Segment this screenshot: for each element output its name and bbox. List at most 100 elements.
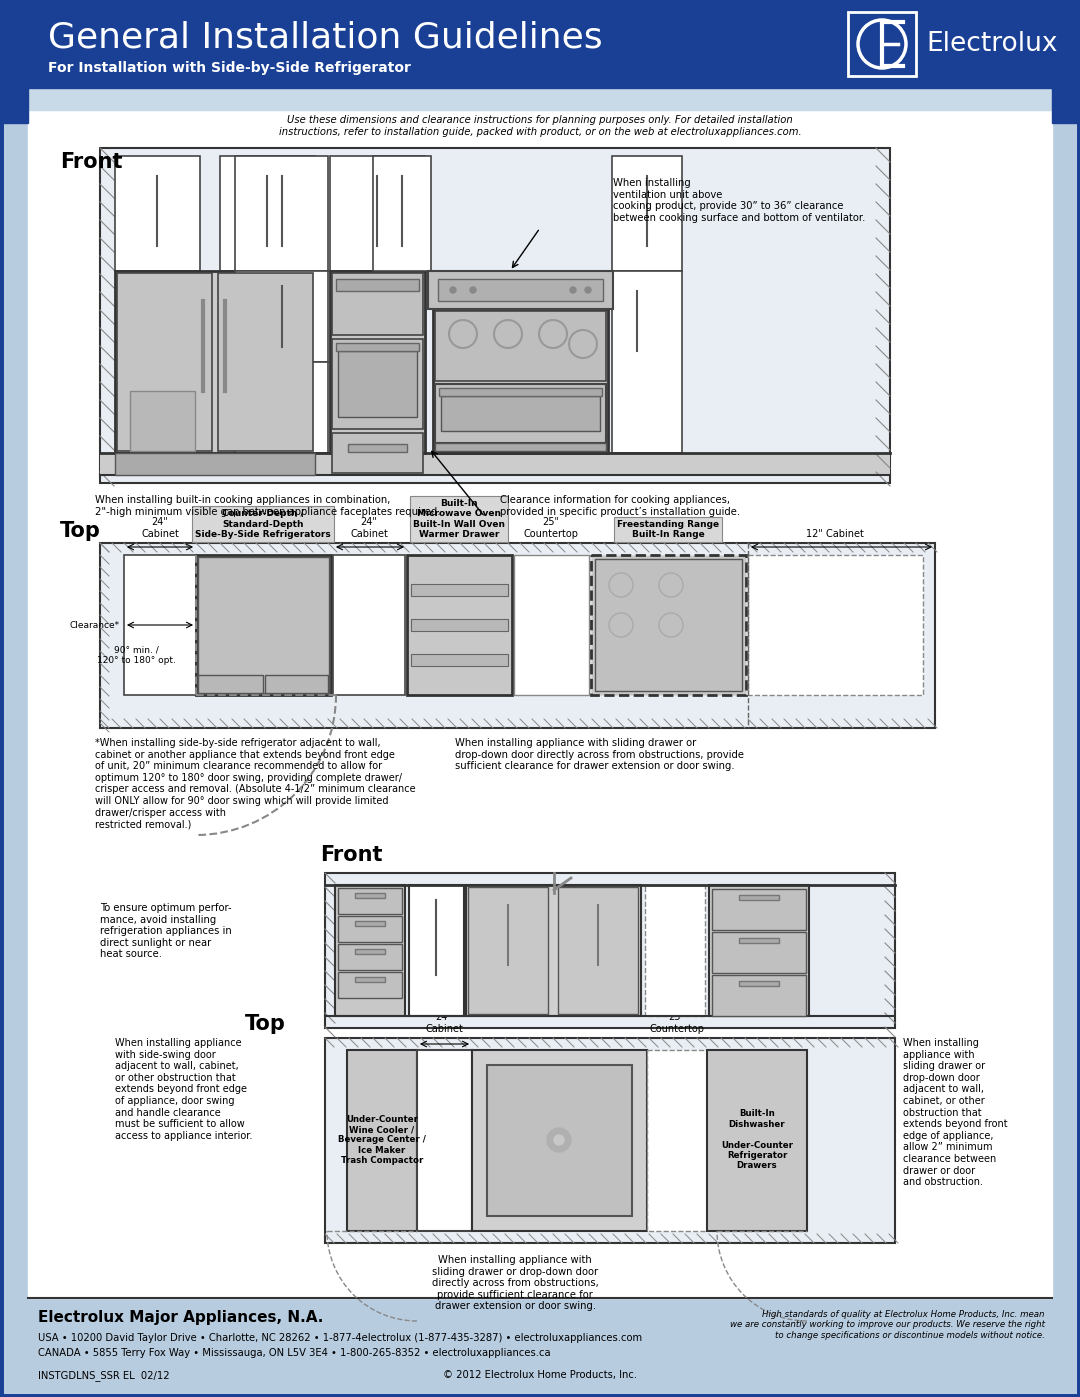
Circle shape — [570, 286, 576, 293]
Text: Clearance*: Clearance* — [70, 620, 120, 630]
Text: When installing appliance with sliding drawer or
drop-down door directly across : When installing appliance with sliding d… — [455, 738, 744, 771]
Bar — [100, 453, 890, 475]
Bar — [355, 949, 384, 954]
Bar — [333, 555, 405, 694]
Bar — [1052, 88, 1080, 123]
Bar — [472, 1051, 647, 1231]
Bar — [332, 433, 423, 474]
Bar — [235, 362, 328, 453]
Circle shape — [450, 286, 456, 293]
Bar — [114, 271, 315, 453]
Text: *When installing side-by-side refrigerator adjacent to wall,
cabinet or another : *When installing side-by-side refrigerat… — [95, 738, 416, 830]
Bar — [114, 453, 315, 475]
Bar — [114, 156, 200, 271]
Bar — [28, 88, 1052, 1298]
Bar — [417, 1051, 472, 1231]
Bar — [338, 888, 402, 914]
Bar — [435, 312, 606, 381]
Bar — [332, 339, 423, 429]
Bar — [338, 916, 402, 942]
Text: To ensure optimum perfor-
mance, avoid installing
refrigeration appliances in
di: To ensure optimum perfor- mance, avoid i… — [100, 902, 232, 960]
Bar — [748, 555, 923, 694]
Bar — [347, 1051, 417, 1231]
Text: Freestanding Range
Built-In Range: Freestanding Range Built-In Range — [617, 520, 719, 539]
Bar — [468, 887, 548, 1014]
Bar — [325, 873, 895, 1028]
Bar — [647, 1051, 707, 1231]
Text: When installing appliance with
sliding drawer or drop-down door
directly across : When installing appliance with sliding d… — [432, 1255, 598, 1312]
Bar — [487, 1065, 632, 1215]
Bar — [330, 271, 426, 453]
Bar — [348, 444, 407, 453]
Bar — [433, 309, 608, 453]
Text: Electrolux: Electrolux — [926, 31, 1057, 57]
Bar — [218, 272, 313, 451]
Text: Use these dimensions and clearance instructions for planning purposes only. For : Use these dimensions and clearance instr… — [279, 115, 801, 137]
Text: When installing
appliance with
sliding drawer or
drop-down door
adjacent to wall: When installing appliance with sliding d… — [903, 1038, 1008, 1187]
Text: INSTGDLNS_SSR EL  02/12: INSTGDLNS_SSR EL 02/12 — [38, 1370, 170, 1380]
Text: Clearance information for cooking appliances,
provided in specific product’s ins: Clearance information for cooking applia… — [500, 495, 740, 517]
Bar — [435, 443, 606, 451]
Bar — [848, 13, 916, 75]
Text: 25"
Countertop: 25" Countertop — [524, 517, 579, 539]
Bar — [332, 272, 423, 335]
Bar — [335, 886, 405, 1016]
Bar — [411, 619, 508, 631]
Text: When installing appliance
with side-swing door
adjacent to wall, cabinet,
or oth: When installing appliance with side-swin… — [114, 1038, 253, 1141]
Circle shape — [554, 1134, 564, 1146]
Bar — [338, 944, 402, 970]
Bar — [435, 384, 606, 443]
Bar — [235, 156, 328, 271]
Text: Front: Front — [320, 845, 382, 865]
Bar — [195, 555, 330, 694]
Bar — [100, 148, 890, 483]
Bar — [265, 675, 328, 693]
Bar — [130, 391, 195, 451]
Bar — [739, 937, 779, 943]
Text: When installing
ventilation unit above
cooking product, provide 30” to 36” clear: When installing ventilation unit above c… — [613, 177, 865, 222]
Bar — [330, 156, 426, 271]
Text: USA • 10200 David Taylor Drive • Charlotte, NC 28262 • 1-877-4electrolux (1-877-: USA • 10200 David Taylor Drive • Charlot… — [38, 1333, 643, 1343]
Bar — [441, 395, 600, 432]
Bar — [612, 156, 681, 271]
Bar — [409, 886, 464, 1016]
Text: Built-In
Microwave Oven
Built-In Wall Oven
Warmer Drawer: Built-In Microwave Oven Built-In Wall Ov… — [413, 499, 505, 539]
Circle shape — [546, 1127, 571, 1153]
Bar — [355, 893, 384, 898]
Bar — [407, 555, 512, 694]
Bar — [514, 555, 589, 694]
Circle shape — [470, 286, 476, 293]
Bar — [411, 654, 508, 666]
Bar — [0, 88, 28, 123]
Text: Built-In
Dishwasher

Under-Counter
Refrigerator
Drawers: Built-In Dishwasher Under-Counter Refrig… — [721, 1109, 793, 1171]
Bar — [338, 972, 402, 997]
Bar — [428, 271, 613, 309]
Bar — [124, 555, 195, 694]
Text: Under-Counter
Wine Cooler /
Beverage Center /
Ice Maker
Trash Compactor: Under-Counter Wine Cooler / Beverage Cen… — [338, 1115, 426, 1165]
Bar — [198, 675, 264, 693]
Bar — [198, 557, 329, 693]
Bar — [373, 156, 431, 271]
Bar — [558, 887, 638, 1014]
Bar — [438, 279, 603, 300]
Bar — [411, 584, 508, 597]
Text: General Installation Guidelines: General Installation Guidelines — [48, 21, 603, 54]
Text: When installing built-in cooking appliances in combination,
2"-high minimum visi: When installing built-in cooking applian… — [95, 495, 441, 517]
Bar — [28, 88, 1052, 110]
Text: Counter-Depth /
Standard-Depth
Side-By-Side Refrigerators: Counter-Depth / Standard-Depth Side-By-S… — [195, 509, 330, 539]
Bar — [338, 351, 417, 416]
Bar — [712, 932, 806, 972]
Text: CANADA • 5855 Terry Fox Way • Mississauga, ON L5V 3E4 • 1-800-265-8352 • electro: CANADA • 5855 Terry Fox Way • Mississaug… — [38, 1348, 551, 1358]
Text: Top: Top — [245, 1014, 286, 1034]
Bar — [336, 279, 419, 291]
Text: 24"
Cabinet: 24" Cabinet — [141, 517, 179, 539]
Text: 25"
Countertop: 25" Countertop — [649, 1013, 704, 1034]
Bar — [220, 156, 315, 271]
Bar — [100, 543, 935, 728]
Text: Top: Top — [60, 521, 100, 541]
Text: High standards of quality at Electrolux Home Products, Inc. mean
we are constant: High standards of quality at Electrolux … — [730, 1310, 1045, 1340]
Bar — [708, 886, 809, 1016]
Bar — [438, 388, 602, 395]
Text: For Installation with Side-by-Side Refrigerator: For Installation with Side-by-Side Refri… — [48, 61, 410, 75]
Bar — [707, 1051, 807, 1231]
